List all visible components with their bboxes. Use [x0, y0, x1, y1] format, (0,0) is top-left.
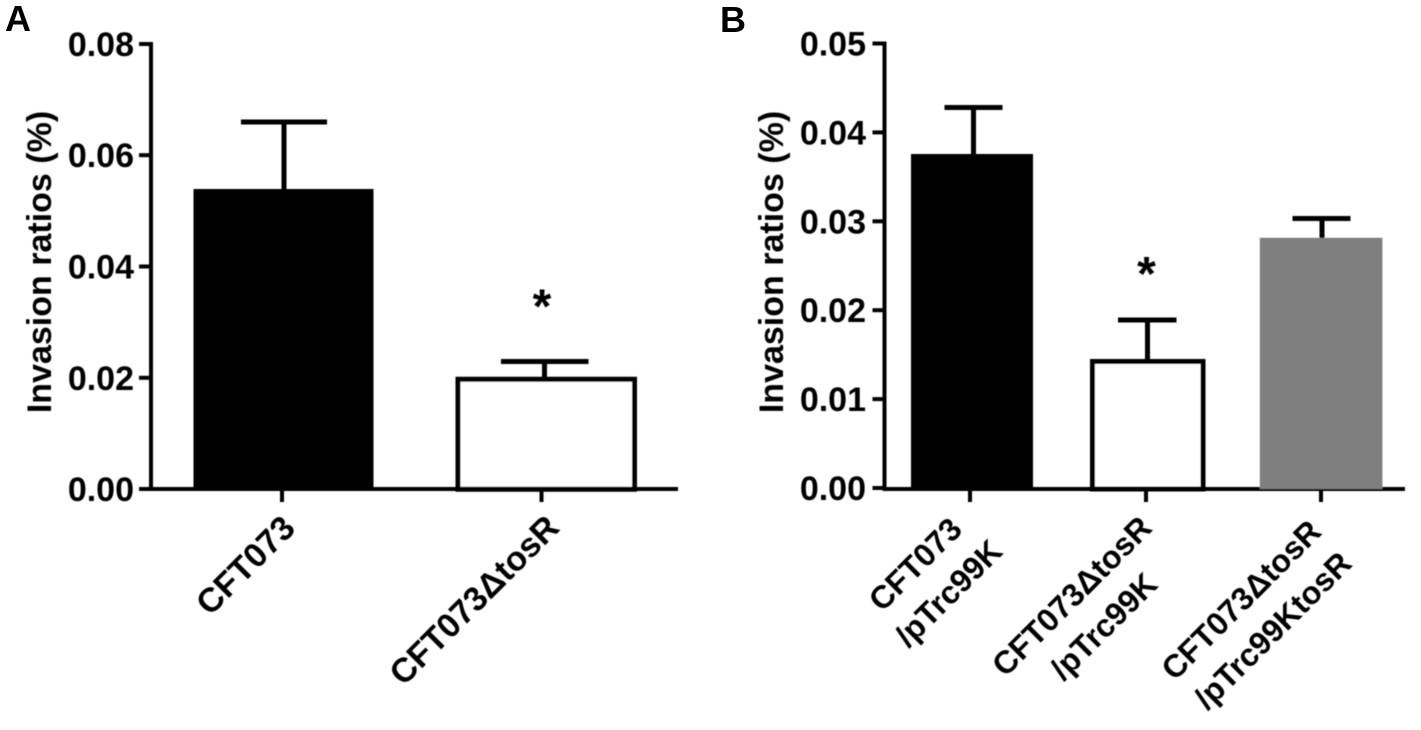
svg-text:0.08: 0.08: [68, 26, 134, 64]
svg-text:0.03: 0.03: [800, 203, 866, 241]
svg-text:A: A: [5, 0, 31, 39]
svg-text:0.05: 0.05: [800, 26, 866, 64]
svg-text:CFT073: CFT073: [189, 509, 303, 623]
svg-text:0.04: 0.04: [68, 249, 134, 287]
svg-text:*: *: [1137, 248, 1156, 301]
svg-text:0.02: 0.02: [800, 292, 866, 330]
svg-text:0.00: 0.00: [800, 470, 866, 508]
svg-text:0.01: 0.01: [800, 381, 866, 419]
svg-text:Invasion ratios (%): Invasion ratios (%): [21, 111, 59, 413]
svg-text:CFT073ΔtosR: CFT073ΔtosR: [382, 508, 566, 692]
svg-text:B: B: [720, 0, 746, 40]
svg-text:0.06: 0.06: [68, 137, 134, 175]
svg-text:Invasion ratios (%): Invasion ratios (%): [753, 111, 791, 413]
svg-text:*: *: [533, 281, 552, 334]
svg-text:0.04: 0.04: [800, 114, 866, 152]
svg-text:0.00: 0.00: [68, 471, 134, 509]
svg-text:0.02: 0.02: [68, 360, 134, 398]
